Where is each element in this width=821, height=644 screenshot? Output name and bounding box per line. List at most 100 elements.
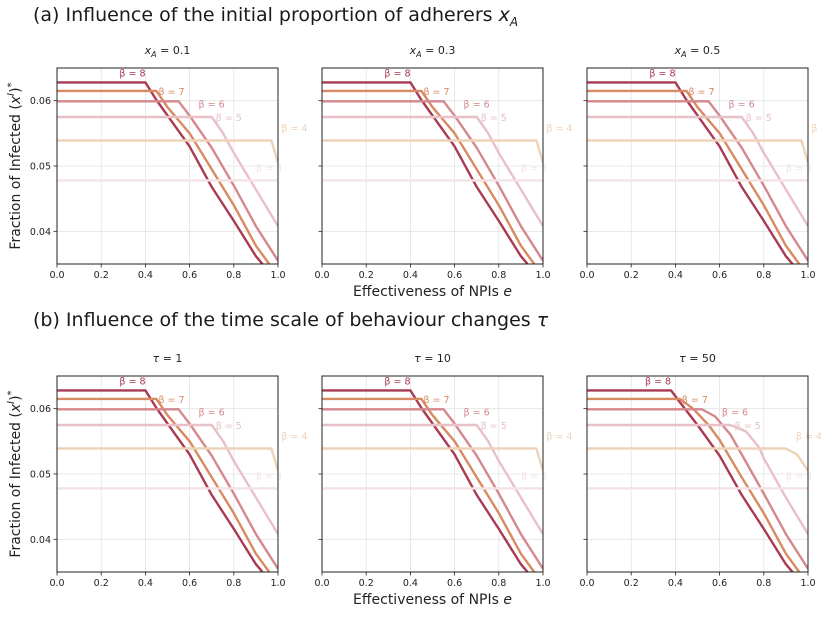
series-line-beta-8 bbox=[587, 81, 794, 264]
x-tick-label: 0.0 bbox=[49, 270, 64, 281]
y-axis-label-star: * bbox=[6, 390, 17, 395]
panel-title: xA = 0.3 bbox=[409, 44, 456, 59]
x-tick-label: 0.2 bbox=[94, 270, 109, 281]
y-axis-label-text: Fraction of Infected ( bbox=[8, 104, 24, 249]
y-axis-label-sup: I bbox=[6, 401, 17, 404]
series-group bbox=[587, 389, 808, 572]
y-axis-label: Fraction of Infected (xI)* bbox=[6, 390, 24, 557]
panel-3: β = 8 β = 7 β = 6 β = 5 β = 4 β = 3 0.0 0.2 0.4 0… bbox=[579, 44, 821, 281]
x-tick-label: 0.4 bbox=[403, 270, 418, 281]
series-line-beta-8 bbox=[57, 389, 264, 572]
panel-title: τ = 1 bbox=[153, 352, 183, 365]
y-axis-label-star: * bbox=[6, 82, 17, 87]
series-line-beta-5 bbox=[322, 115, 543, 227]
section-b-title: (b) Influence of the time scale of behav… bbox=[33, 309, 548, 331]
x-axis-label-var: e bbox=[503, 592, 512, 608]
x-tick-label: 0.6 bbox=[182, 578, 197, 589]
series-line-beta-8 bbox=[322, 389, 529, 572]
series-label-beta-8: β = 8 bbox=[119, 376, 145, 387]
series-label-beta-7: β = 7 bbox=[688, 87, 714, 98]
series-line-beta-7 bbox=[322, 397, 536, 572]
x-tick-label: 1.0 bbox=[270, 578, 285, 589]
y-tick-label: 0.06 bbox=[30, 404, 51, 415]
x-tick-label: 1.0 bbox=[535, 578, 550, 589]
series-label-beta-6: β = 6 bbox=[199, 407, 225, 418]
series-line-beta-5 bbox=[57, 423, 278, 535]
x-axis-label: Effectiveness of NPIs e bbox=[353, 284, 512, 300]
panel-title-var: x bbox=[144, 44, 152, 57]
series-line-beta-7 bbox=[322, 89, 536, 264]
x-axis-label-text: Effectiveness of NPIs bbox=[353, 284, 503, 300]
x-axis-label: Effectiveness of NPIs e bbox=[353, 592, 512, 608]
x-tick-label: 0.4 bbox=[668, 270, 683, 281]
series-label-beta-3: β = 3 bbox=[256, 471, 282, 482]
series-label-beta-5: β = 5 bbox=[481, 113, 507, 124]
x-tick-label: 0.8 bbox=[226, 270, 241, 281]
series-label-beta-4: β = 4 bbox=[546, 124, 572, 135]
x-tick-label: 0.2 bbox=[624, 270, 639, 281]
series-group bbox=[587, 81, 808, 264]
series-group bbox=[322, 81, 543, 264]
x-tick-label: 0.0 bbox=[314, 578, 329, 589]
series-label-beta-3: β = 3 bbox=[521, 471, 547, 482]
series-line-beta-4 bbox=[322, 447, 543, 472]
y-axis-label-text: Fraction of Infected ( bbox=[8, 412, 24, 557]
y-tick-label: 0.04 bbox=[30, 227, 51, 238]
series-label-beta-8: β = 8 bbox=[384, 68, 410, 79]
series-label-beta-7: β = 7 bbox=[158, 395, 184, 406]
series-label-beta-5: β = 5 bbox=[735, 421, 761, 432]
panel-title-value: = 0.3 bbox=[422, 44, 456, 57]
x-axis-label-text: Effectiveness of NPIs bbox=[353, 592, 503, 608]
series-line-beta-6 bbox=[57, 408, 278, 570]
series-line-beta-8 bbox=[322, 81, 529, 264]
panel-6: β = 8β = 7β = 6β = 5β = 4β = 30.0 0.2 0.4 0… bbox=[579, 352, 821, 589]
series-group bbox=[322, 389, 543, 572]
series-label-beta-6: β = 6 bbox=[722, 407, 748, 418]
x-tick-label: 1.0 bbox=[800, 578, 815, 589]
x-tick-label: 0.6 bbox=[182, 270, 197, 281]
series-line-beta-4 bbox=[587, 447, 808, 472]
series-label-beta-7: β = 7 bbox=[423, 87, 449, 98]
panel-title-value: = 10 bbox=[421, 352, 451, 365]
series-line-beta-4 bbox=[322, 139, 543, 164]
series-line-beta-4 bbox=[587, 139, 808, 164]
series-label-beta-5: β = 5 bbox=[216, 113, 242, 124]
panel-title-sub: A bbox=[415, 50, 421, 59]
x-tick-label: 0.8 bbox=[756, 578, 771, 589]
section-a-title-text: (a) Influence of the initial proportion … bbox=[33, 4, 519, 29]
panel-4: β = 8 β = 7 β = 6 β = 5 β = 4 β = 3 0.0 0.2 0.4 0… bbox=[30, 352, 308, 589]
section-b-title-text: (b) Influence of the time scale of behav… bbox=[33, 309, 549, 331]
x-tick-label: 0.6 bbox=[712, 578, 727, 589]
series-label-beta-7: β = 7 bbox=[423, 395, 449, 406]
x-tick-label: 0.4 bbox=[138, 578, 153, 589]
x-tick-label: 0.0 bbox=[579, 578, 594, 589]
series-line-beta-8 bbox=[57, 81, 264, 264]
series-line-beta-7 bbox=[587, 397, 801, 572]
y-axis-label-close: ) bbox=[8, 395, 24, 400]
panel-title-value: = 50 bbox=[686, 352, 716, 365]
x-tick-label: 0.6 bbox=[447, 578, 462, 589]
series-label-beta-4: β = 4 bbox=[281, 124, 307, 135]
series-line-beta-6 bbox=[57, 100, 278, 262]
series-label-beta-7: β = 7 bbox=[682, 395, 708, 406]
y-tick-label: 0.06 bbox=[30, 96, 51, 107]
x-tick-label: 0.0 bbox=[579, 270, 594, 281]
series-label-beta-4: β = 4 bbox=[281, 432, 307, 443]
panel-5: β = 8 β = 7 β = 6 β = 5 β = 4 β = 3 0.0 0.2 0.4 0… bbox=[314, 352, 572, 589]
series-line-beta-7 bbox=[587, 89, 801, 264]
series-line-beta-6 bbox=[587, 100, 808, 262]
panel-title-value: = 1 bbox=[159, 352, 182, 365]
series-line-beta-7 bbox=[57, 89, 271, 264]
series-label-beta-4: β = 4 bbox=[811, 124, 821, 135]
x-tick-label: 0.0 bbox=[49, 578, 64, 589]
series-label-beta-4: β = 4 bbox=[546, 432, 572, 443]
series-label-beta-6: β = 6 bbox=[199, 99, 225, 110]
y-axis-label-var: x bbox=[8, 95, 24, 105]
series-line-beta-5 bbox=[587, 423, 808, 535]
x-tick-label: 1.0 bbox=[535, 270, 550, 281]
x-tick-label: 0.8 bbox=[491, 578, 506, 589]
panel-title: τ = 10 bbox=[414, 352, 451, 365]
x-tick-label: 0.2 bbox=[359, 270, 374, 281]
y-tick-label: 0.05 bbox=[30, 162, 51, 173]
